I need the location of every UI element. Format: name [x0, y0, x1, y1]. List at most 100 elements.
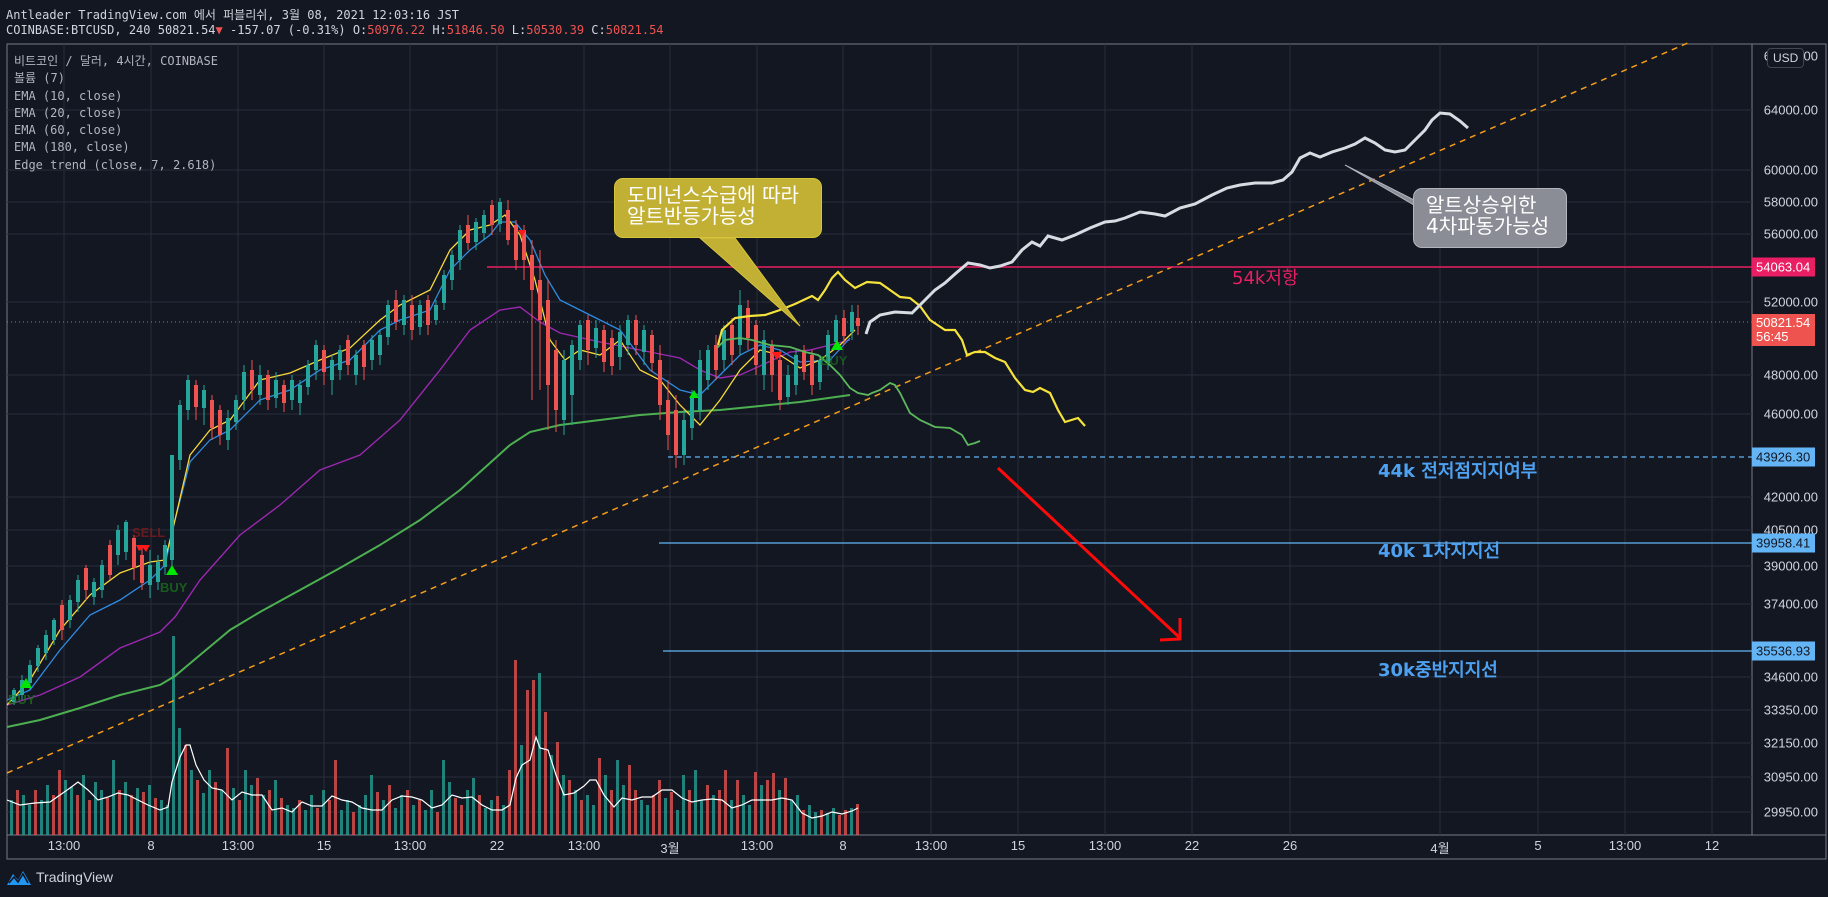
ascending-trendline — [6, 41, 1691, 774]
tradingview-logo-icon — [7, 871, 31, 885]
y-tick: 56000.00 — [1763, 226, 1818, 242]
x-tick: 13:00 — [393, 838, 427, 853]
current-price-tag: 50821.54 56:45 — [1752, 314, 1815, 346]
legend-ema180[interactable]: EMA (180, close) — [14, 140, 130, 155]
y-tick: 30950.00 — [1763, 769, 1818, 785]
time-axis-frame — [6, 834, 1827, 860]
support-40k-price-tag: 39958.41 — [1752, 533, 1815, 553]
close-label: C: — [591, 23, 606, 37]
support-44k-price-tag: 43926.30 — [1752, 447, 1815, 467]
current-price-value: 50821.54 — [1756, 315, 1811, 330]
sell-marker-icon-2 — [141, 545, 150, 552]
x-tick: 13:00 — [914, 838, 948, 853]
volume-ma-line — [6, 734, 859, 819]
y-tick: 58000.00 — [1763, 194, 1818, 210]
x-tick: 13:00 — [47, 838, 81, 853]
x-tick: 12 — [1704, 838, 1720, 853]
last-price: 50821.54 — [157, 23, 216, 37]
y-tick: 42000.00 — [1763, 489, 1818, 505]
high-label: H: — [432, 23, 447, 37]
ema180-line — [6, 394, 851, 728]
x-tick: 13:00 — [221, 838, 255, 853]
support-40k-label: 40k 1차지지선 — [1378, 541, 1501, 562]
chart-frame — [6, 43, 1753, 836]
resistance-54k-label: 54k저항 — [1232, 268, 1299, 289]
y-tick: 39000.00 — [1763, 558, 1818, 574]
x-tick: 26 — [1282, 838, 1298, 853]
y-tick: 46000.00 — [1763, 406, 1818, 422]
buy-marker-icon-3 — [689, 390, 699, 398]
projection-white-path — [864, 111, 1469, 335]
legend-edge-trend[interactable]: Edge trend (close, 7, 2.618) — [14, 157, 217, 172]
legend-title: 비트코인 / 달러, 4시간, COINBASE — [14, 54, 218, 68]
volume-bars — [10, 636, 859, 835]
tradingview-logo[interactable]: TradingView — [6, 868, 113, 886]
x-tick: 13:00 — [740, 838, 774, 853]
low-value: 50530.39 — [526, 23, 585, 37]
logo-text: TradingView — [36, 869, 114, 885]
bar-countdown: 56:45 — [1756, 329, 1789, 344]
grid — [7, 44, 1752, 835]
x-tick: 4월 — [1430, 841, 1450, 856]
y-tick: 37400.00 — [1763, 596, 1818, 612]
open-value: 50976.22 — [367, 23, 426, 37]
x-tick: 15 — [316, 838, 332, 853]
y-tick: 52000.00 — [1763, 294, 1818, 310]
sell-marker-icon-3 — [518, 230, 526, 237]
projection-green-path — [716, 337, 981, 447]
x-tick: 8 — [839, 838, 847, 853]
x-tick: 13:00 — [1088, 838, 1122, 853]
legend-ema20[interactable]: EMA (20, close) — [14, 105, 123, 120]
support-44k-label: 44k 전저점지지여부 — [1378, 461, 1538, 482]
down-arrow-icon: ▼ — [215, 23, 223, 37]
ema20-line — [6, 221, 851, 701]
buy-marker-icon-2 — [166, 565, 178, 575]
x-tick: 13:00 — [567, 838, 601, 853]
y-tick: 64000.00 — [1763, 102, 1818, 118]
y-tick: 32150.00 — [1763, 735, 1818, 751]
legend-volume[interactable]: 볼륨 (7) — [14, 71, 65, 86]
sell-marker-icon-4 — [772, 352, 782, 360]
y-tick: 34600.00 — [1763, 669, 1818, 685]
currency-button[interactable]: USD — [1767, 48, 1805, 68]
resistance-price-tag: 54063.04 — [1752, 257, 1815, 277]
close-value: 50821.54 — [605, 23, 664, 37]
candlesticks — [12, 198, 860, 705]
symbol-name: COINBASE:BTCUSD, 240 — [6, 23, 151, 37]
buy-label-3: BUY — [820, 353, 848, 368]
projection-yellow-path — [716, 270, 1086, 427]
x-tick: 13:00 — [1608, 838, 1642, 853]
legend-ema60[interactable]: EMA (60, close) — [14, 123, 123, 138]
x-tick: 15 — [1010, 838, 1026, 853]
dominance-callout[interactable]: 도미넌스수급에 따라 알트반등가능성 — [614, 178, 822, 238]
buy-label: BUY — [8, 692, 36, 707]
alt-wave-callout[interactable]: 알트상승위한 4차파동가능성 — [1413, 188, 1567, 248]
low-label: L: — [511, 23, 527, 37]
x-tick: 22 — [489, 838, 505, 853]
price-change: -157.07 (-0.31%) — [230, 23, 346, 37]
x-tick: 8 — [147, 838, 155, 853]
x-tick: 5 — [1534, 838, 1542, 853]
publish-info: Antleader TradingView.com 에서 퍼블리쉬, 3월 08… — [6, 8, 459, 22]
support-35k-price-tag: 35536.93 — [1752, 641, 1815, 661]
buy-marker-icon-4 — [831, 340, 843, 350]
buy-label-2: BUY — [160, 580, 188, 595]
ema60-line — [6, 306, 851, 706]
x-tick: 3월 — [660, 841, 680, 856]
y-tick: 48000.00 — [1763, 367, 1818, 383]
legend-ema10[interactable]: EMA (10, close) — [14, 88, 123, 103]
high-value: 51846.50 — [446, 23, 505, 37]
sell-label: SELL — [132, 525, 166, 540]
buy-marker-icon — [20, 678, 32, 688]
dominance-callout-pointer — [698, 237, 801, 327]
support-30k-label: 30k중반지지선 — [1378, 660, 1498, 681]
bearish-arrow-icon — [996, 466, 1182, 642]
y-tick: 29950.00 — [1763, 804, 1818, 820]
y-tick: 33350.00 — [1763, 702, 1818, 718]
y-tick: 60000.00 — [1763, 162, 1818, 178]
indicator-legend: 비트코인 / 달러, 4시간, COINBASE 볼륨 (7) EMA (10,… — [14, 53, 218, 174]
x-tick: 22 — [1184, 838, 1200, 853]
symbol-ohlc-bar: COINBASE:BTCUSD, 240 50821.54▼ -157.07 (… — [6, 23, 664, 37]
open-label: O: — [352, 23, 368, 37]
